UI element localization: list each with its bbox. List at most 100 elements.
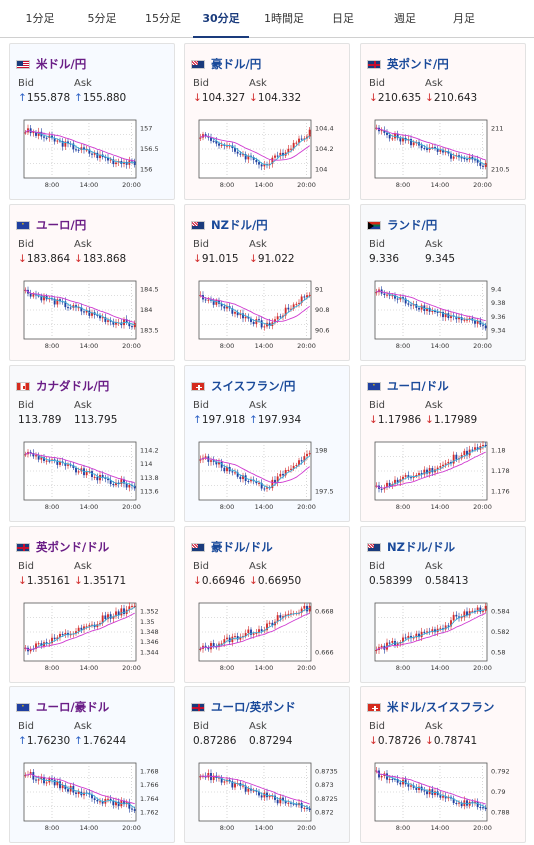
card-header: ユーロ/ドル [367,379,449,393]
tab-30min[interactable]: 30分足 [193,0,249,38]
candle-body [415,633,418,638]
ask-value: 113.795 [74,414,117,426]
currency-pair-name[interactable]: 米ドル/スイスフラン [387,700,495,714]
currency-card[interactable]: 米ドル/スイスフラン Bid Ask ↓0.78726 ↓0.78741 0.7… [360,686,526,843]
candlestick-chart[interactable]: 0.792 0.79 0.788 8:00 14:00 20:00 [369,757,521,841]
candlestick-chart[interactable]: 9.4 9.38 9.36 9.34 8:00 14:00 20:00 [369,275,521,359]
tab-daily[interactable]: 日足 [332,12,354,25]
candlestick-chart[interactable]: 198 197.5 8:00 14:00 20:00 [193,436,345,520]
candle-body [204,134,207,137]
candle-body [112,483,115,486]
candle-body [410,785,412,787]
price-chart-svg: 157 156.5 156 8:00 14:00 20:00 [23,119,159,189]
y-tick-label: 104 [315,165,327,173]
eu-flag-icon [16,220,30,230]
candle-body [418,633,420,638]
currency-pair-name[interactable]: 豪ドル/円 [211,57,262,71]
currency-card[interactable]: 豪ドル/円 Bid Ask ↓104.327 ↓104.332 104.4 104… [184,43,350,200]
candle-body [220,303,223,307]
tab-weekly[interactable]: 週足 [394,12,416,25]
candle-body [207,299,210,301]
tab-monthly[interactable]: 月足 [453,12,475,25]
candlestick-chart[interactable]: 0.584 0.582 0.58 8:00 14:00 20:00 [369,597,521,681]
currency-pair-name[interactable]: スイスフラン/円 [211,379,296,393]
currency-card[interactable]: ユーロ/豪ドル Bid Ask ↑1.76230 ↑1.76244 1.7681… [9,686,175,843]
candle-body [452,798,455,803]
tab-1hour[interactable]: 1時間足 [264,12,304,25]
candle-body [444,625,447,630]
currency-card[interactable]: 米ドル/円 Bid Ask ↑155.878 ↑155.880 157 156.5… [9,43,175,200]
candle-body [244,316,247,319]
currency-card[interactable]: スイスフラン/円 Bid Ask ↑197.918 ↑197.934 198 19… [184,365,350,522]
candle-body [234,312,236,314]
currency-pair-name[interactable]: 米ドル/円 [36,57,87,71]
candlestick-chart[interactable]: 0.8735 0.873 0.8725 0.872 8:00 14:00 20:00 [193,757,345,841]
currency-pair-name[interactable]: NZドル/円 [211,218,268,232]
candle-body [418,473,420,475]
candle-body [45,137,48,139]
currency-card[interactable]: ランド/円 Bid Ask 9.336 9.345 9.4 9.38 9.36 9.3… [360,204,526,361]
tab-5min[interactable]: 5分足 [87,12,117,25]
candlestick-chart[interactable]: 211 210.5 8:00 14:00 20:00 [369,114,521,198]
currency-pair-name[interactable]: カナダドル/円 [36,379,110,393]
currency-card[interactable]: カナダドル/円 Bid Ask 113.789 113.795 114.2 114… [9,365,175,522]
candle-body [133,809,136,811]
currency-pair-name[interactable]: 豪ドル/ドル [211,540,273,554]
candlestick-chart[interactable]: 104.4 104.2 104 8:00 14:00 20:00 [193,114,345,198]
candlestick-chart[interactable]: 91 90.8 90.6 8:00 14:00 20:00 [193,275,345,359]
y-tick-label: 113.6 [140,487,159,495]
candlestick-chart[interactable]: 157 156.5 156 8:00 14:00 20:00 [18,114,170,198]
currency-pair-name[interactable]: ユーロ/円 [36,218,87,232]
candle-body [300,138,303,140]
currency-card[interactable]: ユーロ/ドル Bid Ask ↓1.17986 ↓1.17989 1.181.1… [360,365,526,522]
x-tick-label: 8:00 [396,664,411,672]
currency-pair-name[interactable]: NZドル/ドル [387,540,456,554]
candle-body [471,610,474,612]
candle-body [380,130,383,132]
candle-body [56,637,59,640]
card-header: ランド/円 [367,218,437,232]
currency-card[interactable]: ユーロ/英ポンド Bid Ask 0.87286 0.87294 0.8735 0… [184,686,350,843]
currency-pair-name[interactable]: 英ポンド/円 [387,57,449,71]
currency-pair-name[interactable]: ユーロ/豪ドル [36,700,110,714]
x-tick-label: 20:00 [122,181,141,189]
currency-card[interactable]: ユーロ/円 Bid Ask ↓183.864 ↓183.868 184.5184… [9,204,175,361]
y-tick-label: 0.8725 [315,795,338,803]
y-tick-label: 91 [315,286,323,294]
bid-price: 183.864 [26,253,71,265]
candle-body [428,307,431,312]
candle-body [212,300,215,305]
currency-card[interactable]: 英ポンド/円 Bid Ask ↓210.635 ↓210.643 211 210.… [360,43,526,200]
candle-body [67,307,69,309]
candle-body [247,155,250,160]
za-flag-icon [367,220,381,230]
candlestick-chart[interactable]: 1.768 1.766 1.764 1.762 8:00 14:00 20:00 [18,757,170,841]
candle-body [434,791,436,795]
candlestick-chart[interactable]: 114.2 114 113.8 113.6 8:00 14:00 20:00 [18,436,170,520]
candle-body [112,159,115,165]
currency-pair-name[interactable]: ユーロ/ドル [387,379,449,393]
currency-card[interactable]: NZドル/円 Bid Ask ↓91.015 ↓91.022 91 90.8 90.… [184,204,350,361]
candle-body [431,310,434,312]
candle-body [380,488,383,490]
candle-body [204,299,207,301]
candlestick-chart[interactable]: 1.18 1.178 1.176 8:00 14:00 20:00 [369,436,521,520]
candle-body [72,143,75,150]
candlestick-chart[interactable]: 0.668 0.666 8:00 14:00 20:00 [193,597,345,681]
currency-pair-name[interactable]: ランド/円 [387,218,438,232]
candlestick-chart[interactable]: 184.5 184 183.5 8:00 14:00 20:00 [18,275,170,359]
candlestick-chart[interactable]: 1.352 1.35 1.348 1.346 1.344 8:00 14:00 20:00 [18,597,170,681]
tab-15min[interactable]: 15分足 [145,12,181,25]
currency-pair-name[interactable]: ユーロ/英ポンド [211,700,296,714]
candle-body [228,637,231,643]
arrow-down-icon: ↓ [18,575,27,587]
arrow-down-icon: ↓ [249,92,258,104]
currency-card[interactable]: 豪ドル/ドル Bid Ask ↓0.66946 ↓0.66950 0.668 0.… [184,526,350,683]
currency-card[interactable]: 英ポンド/ドル Bid Ask ↓1.35161 ↓1.35171 1.352 1… [9,526,175,683]
currency-card[interactable]: NZドル/ドル Bid Ask 0.58399 0.58413 0.584 0.5… [360,526,526,683]
currency-pair-name[interactable]: 英ポンド/ドル [36,540,110,554]
candle-body [107,614,109,620]
tab-1min[interactable]: 1分足 [25,12,55,25]
candle-body [474,801,476,803]
card-header: NZドル/円 [191,218,268,232]
